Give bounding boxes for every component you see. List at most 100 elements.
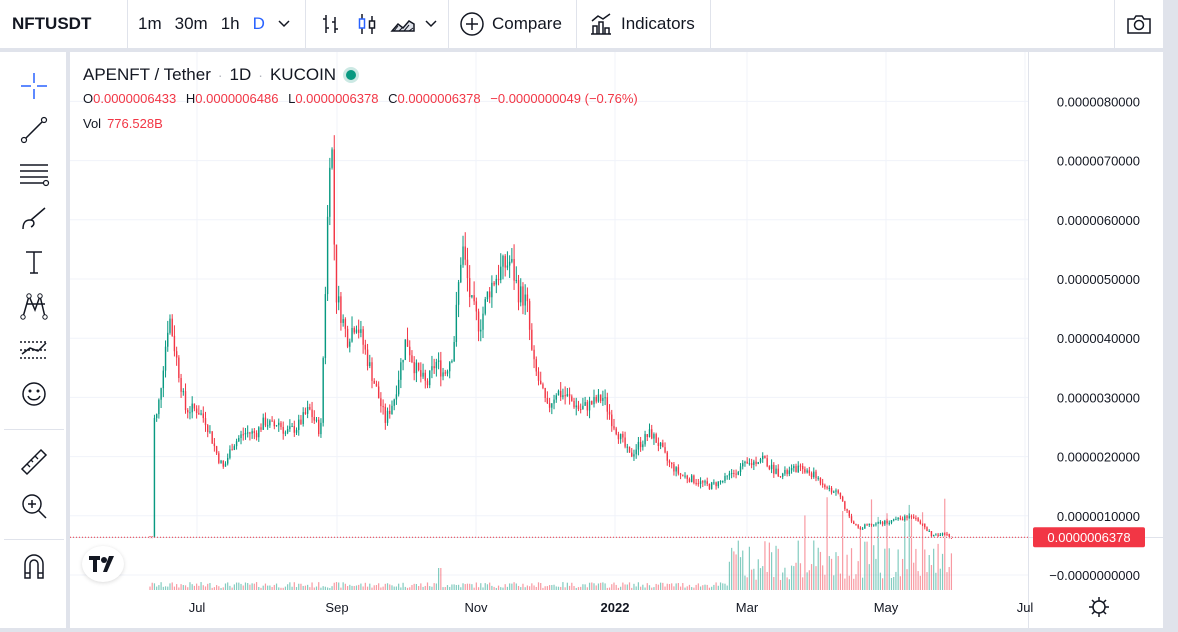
volume-bar [862,577,864,590]
candle-body [806,470,808,473]
fib-tool[interactable] [14,154,54,194]
candle-body [429,370,431,386]
compare-label: Compare [492,14,562,33]
candle-body [357,329,360,333]
volume-bar [719,582,722,590]
volume-bar [540,583,542,590]
candle-body [759,459,762,463]
volume-bar [446,585,449,590]
candle-body [813,471,815,478]
candle-body [164,346,167,371]
candle-body [626,446,628,448]
tradingview-logo[interactable] [82,546,124,582]
candle-body [475,301,478,312]
volume-bar [511,583,513,590]
candle-body [291,426,293,428]
volume-bar [233,584,235,590]
volume-bar [331,586,333,590]
volume-bar [686,586,688,590]
candle-body [515,280,517,282]
volume-bar [182,585,184,590]
candle-body [877,522,879,524]
volume-bar [375,585,378,590]
volume-bar [757,559,759,590]
candle-body [278,422,280,426]
volume-bar [535,586,537,590]
candle-body [286,429,289,433]
bars-icon[interactable] [316,9,346,39]
candle-body [693,475,695,483]
volume-bar [344,583,346,590]
volume-bar [462,583,464,590]
symbol-search-button[interactable]: NFTUSDT [0,0,128,48]
ruler-tool[interactable] [14,442,54,482]
candle-body [921,523,924,525]
price-chart[interactable]: 0.0000080000 0.0000070000 0.0000060000 0.00… [70,52,1163,628]
candle-body [382,406,384,408]
indicators-button[interactable]: Indicators [577,0,711,48]
screenshot-button[interactable] [1114,0,1163,48]
candle-body [664,447,666,453]
volume-bar [582,584,584,590]
interval-30m[interactable]: 30m [174,14,208,33]
volume-bar [429,586,431,590]
zoom-in-tool[interactable] [14,486,54,526]
volume-bar [795,562,797,590]
settings-gear-icon[interactable] [1089,597,1109,617]
volume-bar [371,587,373,590]
time-tick-label: Sep [325,600,348,615]
candle-body [238,438,240,442]
interval-d[interactable]: D [252,14,265,33]
candle-body [595,396,597,402]
volume-bar [870,499,873,590]
candle-body [782,473,784,477]
candle-body [893,519,895,521]
candle-body [588,401,591,411]
candle-body [449,362,451,372]
volume-bar [477,587,480,590]
volume-bar [808,570,810,590]
interval-1h[interactable]: 1h [220,14,240,33]
candles-icon[interactable] [352,9,382,39]
magnet-tool[interactable] [14,546,54,586]
area-icon[interactable] [388,9,418,39]
candle-body [271,420,273,422]
candle-body [662,442,664,448]
volume-bar [449,586,451,590]
volume-bar [338,582,340,590]
forecast-tool[interactable] [14,330,54,370]
volume-bar [333,582,335,590]
candle-body [280,422,282,427]
candle-body [211,431,213,444]
candle-body [722,480,724,482]
legend-volume[interactable]: Vol 776.528B [83,116,644,131]
volume-bar [893,576,895,590]
candle-body [264,417,267,426]
volume-bar [424,585,426,590]
candle-body [912,516,915,518]
volume-bar [888,548,890,590]
emoji-tool[interactable] [14,374,54,414]
volume-bar [859,527,861,590]
volume-bar [593,583,595,590]
candle-body [679,473,682,475]
crosshair-tool[interactable] [14,66,54,106]
chevron-down-icon[interactable] [278,17,290,31]
pattern-tool[interactable] [14,286,54,326]
volume-bar [340,587,342,590]
text-tool[interactable] [14,242,54,282]
candle-body [904,516,906,521]
chevron-down-icon[interactable] [424,9,438,39]
candle-body [797,465,799,473]
volume-bar [611,584,613,590]
volume-bar [322,586,324,590]
legend-title[interactable]: APENFT / Tether · 1D · KUCOIN [83,65,644,85]
compare-button[interactable]: Compare [449,0,577,48]
candle-body [617,434,620,440]
interval-1m[interactable]: 1m [138,14,162,33]
brush-tool[interactable] [14,198,54,238]
candle-body [548,403,551,408]
candle-body [227,457,229,464]
legend-exchange: KUCOIN [269,65,337,84]
trend-line-tool[interactable] [14,110,54,150]
